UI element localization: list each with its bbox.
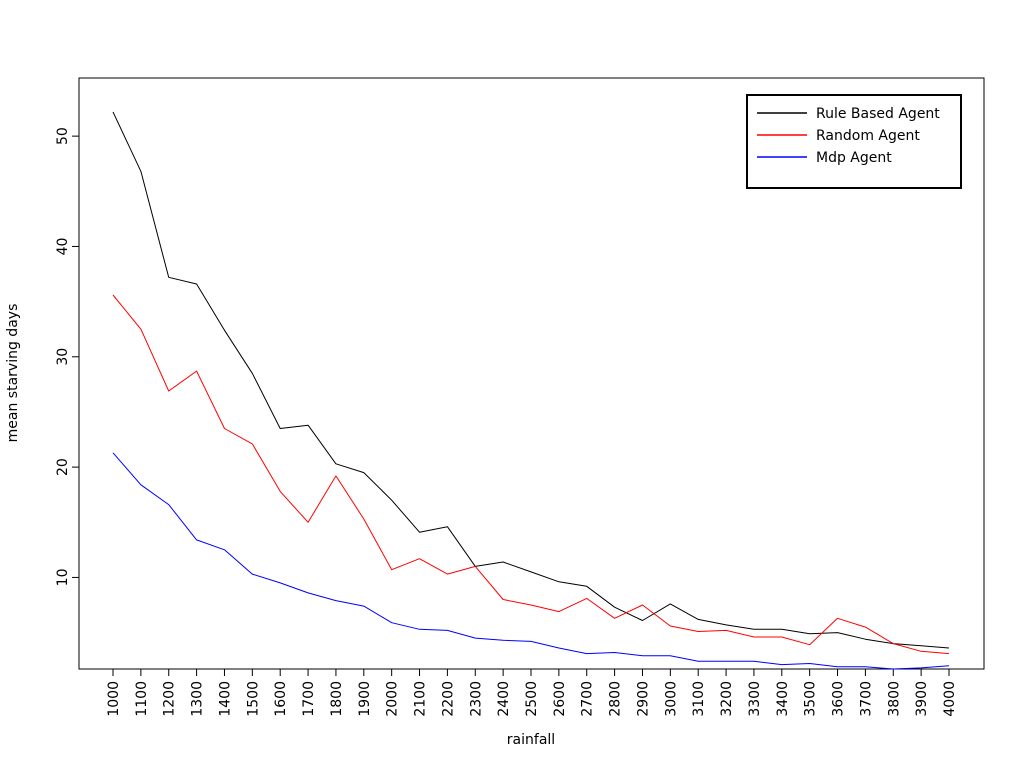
x-tick-label: 3100 (691, 681, 707, 717)
x-tick-label: 2600 (552, 681, 568, 717)
series-lines (112, 111, 950, 670)
y-tick-label: 30 (55, 348, 71, 366)
legend: Rule Based Agent Random Agent Mdp Agent (746, 94, 962, 189)
series-line-rule-based-agent (112, 111, 950, 649)
x-tick-label: 3400 (775, 681, 791, 717)
y-axis-label: mean starving days (5, 304, 21, 443)
x-tick-label: 2800 (608, 681, 624, 717)
x-tick-label: 1100 (134, 681, 150, 717)
series-line-random-agent (112, 294, 950, 655)
x-tick-label: 3300 (747, 681, 763, 717)
plot-frame (78, 77, 985, 670)
x-tick-label: 1400 (217, 681, 233, 717)
x-tick-label: 1300 (190, 681, 206, 717)
y-axis-ticks: 10 20 30 40 50 (55, 127, 79, 586)
x-tick-label: 1900 (357, 681, 373, 717)
x-tick-label: 3800 (886, 681, 902, 717)
legend-label: Random Agent (816, 128, 920, 144)
x-axis-label: rainfall (507, 732, 555, 748)
x-tick-label: 3700 (858, 681, 874, 717)
x-tick-label: 1700 (301, 681, 317, 717)
x-tick-label: 2200 (440, 681, 456, 717)
x-axis-ticks: 1000 1100 1200 1300 1400 1500 1600 1700 1800 1900… (106, 669, 958, 717)
x-tick-label: 1800 (329, 681, 345, 717)
x-tick-label: 3200 (719, 681, 735, 717)
x-tick-label: 3900 (914, 681, 930, 717)
x-tick-label: 1200 (162, 681, 178, 717)
legend-label: Mdp Agent (816, 150, 892, 166)
y-tick-label: 40 (55, 238, 71, 256)
legend-box (746, 94, 962, 189)
x-tick-label: 3600 (831, 681, 847, 717)
x-tick-label: 3000 (663, 681, 679, 717)
x-tick-label: 2400 (496, 681, 512, 717)
x-tick-label: 2500 (524, 681, 540, 717)
x-tick-label: 2000 (385, 681, 401, 717)
x-tick-label: 1000 (106, 681, 122, 717)
x-tick-label: 2900 (635, 681, 651, 717)
x-tick-label: 2100 (413, 681, 429, 717)
x-tick-label: 4000 (942, 681, 958, 717)
series-line-mdp-agent (112, 452, 950, 670)
x-tick-label: 2300 (468, 681, 484, 717)
y-tick-label: 50 (55, 127, 71, 145)
legend-label: Rule Based Agent (816, 106, 940, 122)
y-tick-label: 10 (55, 569, 71, 587)
x-tick-label: 1500 (245, 681, 261, 717)
x-tick-label: 2700 (580, 681, 596, 717)
x-tick-label: 3500 (803, 681, 819, 717)
x-tick-label: 1600 (273, 681, 289, 717)
y-tick-label: 20 (55, 458, 71, 476)
